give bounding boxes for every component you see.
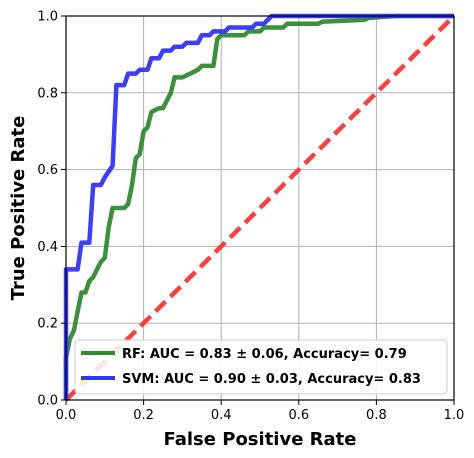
y-tick-label: 0.4 bbox=[37, 240, 58, 255]
legend: RF: AUC = 0.83 ± 0.06, Accuracy= 0.79 SV… bbox=[74, 339, 448, 395]
x-tick-label: 0.6 bbox=[288, 408, 309, 423]
x-tick-label: 0.8 bbox=[366, 408, 387, 423]
series-line-rf bbox=[63, 13, 454, 400]
y-tick-label: 0.8 bbox=[37, 86, 58, 101]
x-tick-label: 1.0 bbox=[444, 408, 465, 423]
y-tick-label: 0.0 bbox=[37, 394, 58, 409]
series-line-svm bbox=[63, 13, 454, 400]
plot-frame bbox=[65, 15, 455, 401]
x-tick-label: 0.2 bbox=[133, 408, 154, 423]
y-axis-title: True Positive Rate bbox=[8, 116, 29, 301]
x-tick-label: 0.4 bbox=[211, 408, 232, 423]
series-layer bbox=[63, 13, 456, 402]
chance-diagonal-line bbox=[64, 14, 456, 402]
ticks-layer: 0.0 0.2 0.4 0.6 0.8 1.0 0.0 0.2 0.4 0.6 0.8 1.0 bbox=[37, 10, 464, 424]
y-tick-label: 1.0 bbox=[37, 10, 58, 25]
x-tick-label: 0.0 bbox=[56, 408, 77, 423]
legend-box bbox=[74, 339, 448, 395]
legend-label-svm: SVM: AUC = 0.90 ± 0.03, Accuracy= 0.83 bbox=[122, 372, 421, 387]
y-tick-label: 0.2 bbox=[37, 317, 58, 332]
y-tick-label: 0.6 bbox=[37, 163, 58, 178]
x-axis-title: False Positive Rate bbox=[164, 429, 357, 450]
legend-label-rf: RF: AUC = 0.83 ± 0.06, Accuracy= 0.79 bbox=[122, 347, 407, 362]
